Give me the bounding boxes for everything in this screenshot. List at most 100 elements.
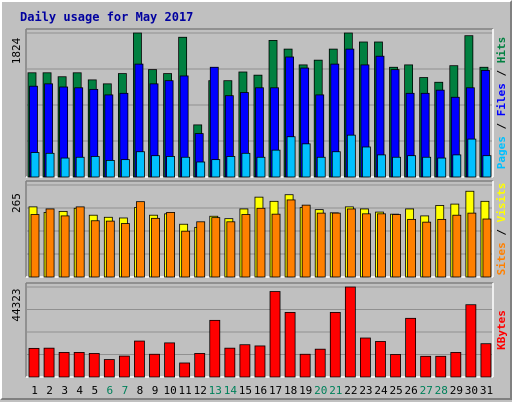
sites-bar [271,213,281,278]
chart-title: Daily usage for May 2017 [20,10,193,24]
pages-bar [346,134,356,178]
day-tick-label: 25 [389,384,402,397]
panel-hits-max-label: 1824 [10,37,23,64]
sites-bar [407,218,417,278]
day-tick-label: 15 [239,384,252,397]
pages-bar [196,161,206,178]
sites-bar [90,220,100,278]
pages-bar [482,155,492,178]
pages-bar [256,156,266,178]
sites-bar [377,213,386,278]
sites-bar [151,217,160,278]
day-tick-label: 10 [163,384,176,397]
pages-bar [105,160,115,178]
kbytes-bar [480,343,492,378]
sites-bar [482,218,492,278]
legend-item-visits: Visits [495,183,508,223]
sites-bar [467,212,477,278]
kbytes-bar [329,312,341,378]
day-tick-label: 23 [359,384,372,397]
sites-bar [120,223,130,278]
day-tick-label: 12 [194,384,207,397]
sites-bar [105,220,115,278]
kbytes-bar [73,352,85,378]
sites-bar [196,221,206,278]
day-tick-label: 13 [209,384,222,397]
sites-bar [362,213,371,278]
panel-visits-max-label: 265 [10,193,23,213]
day-tick-label: 4 [76,384,83,397]
sites-bar [452,214,462,278]
legend-item-hits: Hits [495,37,508,64]
panel-visits-legend: Sites / Visits [495,183,508,276]
legend-item-sites: Sites [495,242,508,275]
kbytes-bar [269,291,281,378]
kbytes-bar [134,340,145,378]
pages-bar [407,155,417,178]
legend-separator: / [495,63,508,83]
day-tick-label: 1 [31,384,38,397]
kbytes-bar [254,345,266,378]
day-tick-label: 18 [284,384,297,397]
sites-bar [437,218,447,278]
pages-bar [301,143,311,178]
kbytes-bar [299,353,311,378]
sites-bar [331,212,341,278]
day-tick-label: 2 [46,384,53,397]
pages-bar [452,154,462,178]
sites-bar [256,207,266,278]
kbytes-bar [405,317,417,378]
day-tick-label: 14 [224,384,238,397]
kbytes-bar [375,341,386,378]
kbytes-bar [209,319,221,378]
kbytes-bar [103,359,115,378]
sites-bar [60,215,70,278]
sites-bar [346,208,356,278]
sites-bar [75,206,85,278]
pages-bar [316,156,326,178]
pages-bar [392,156,401,178]
day-tick-label: 21 [329,384,342,397]
pages-bar [136,151,145,178]
day-tick-label: 27 [420,384,433,397]
pages-bar [286,136,296,178]
kbytes-bar [435,355,447,378]
pages-bar [331,151,341,178]
sites-bar [45,208,55,278]
day-tick-label: 28 [435,384,448,397]
day-tick-label: 7 [122,384,129,397]
pages-bar [90,156,100,178]
kbytes-bar [194,353,206,378]
kbytes-bar [420,355,432,378]
kbytes-bar [239,344,251,378]
day-tick-label: 30 [465,384,478,397]
day-tick-label: 8 [137,384,144,397]
sites-bar [241,214,251,278]
legend-separator: / [495,116,508,136]
legend-item-kbytes: KBytes [495,310,508,350]
day-tick-label: 20 [314,384,327,397]
sites-bar [301,204,311,278]
kbytes-bar [118,355,130,378]
panel-kbytes-max-label: 44323 [10,288,23,321]
legend-item-files: Files [495,83,508,116]
kbytes-bar [314,348,326,378]
sites-bar [181,230,191,278]
kbytes-bar [149,353,160,378]
day-tick-label: 19 [299,384,312,397]
pages-bar [30,152,40,178]
kbytes-bar [360,337,371,378]
day-tick-label: 26 [405,384,418,397]
panel-kbytes-legend: KBytes [495,310,508,350]
kbytes-bar [344,286,356,378]
sites-bar [392,214,401,278]
day-tick-label: 3 [61,384,68,397]
kbytes-bar [224,347,236,378]
kbytes-bar [390,354,401,378]
kbytes-bar [164,342,175,378]
pages-bar [60,157,70,178]
sites-bar [30,214,40,278]
legend-item-pages: Pages [495,136,508,169]
